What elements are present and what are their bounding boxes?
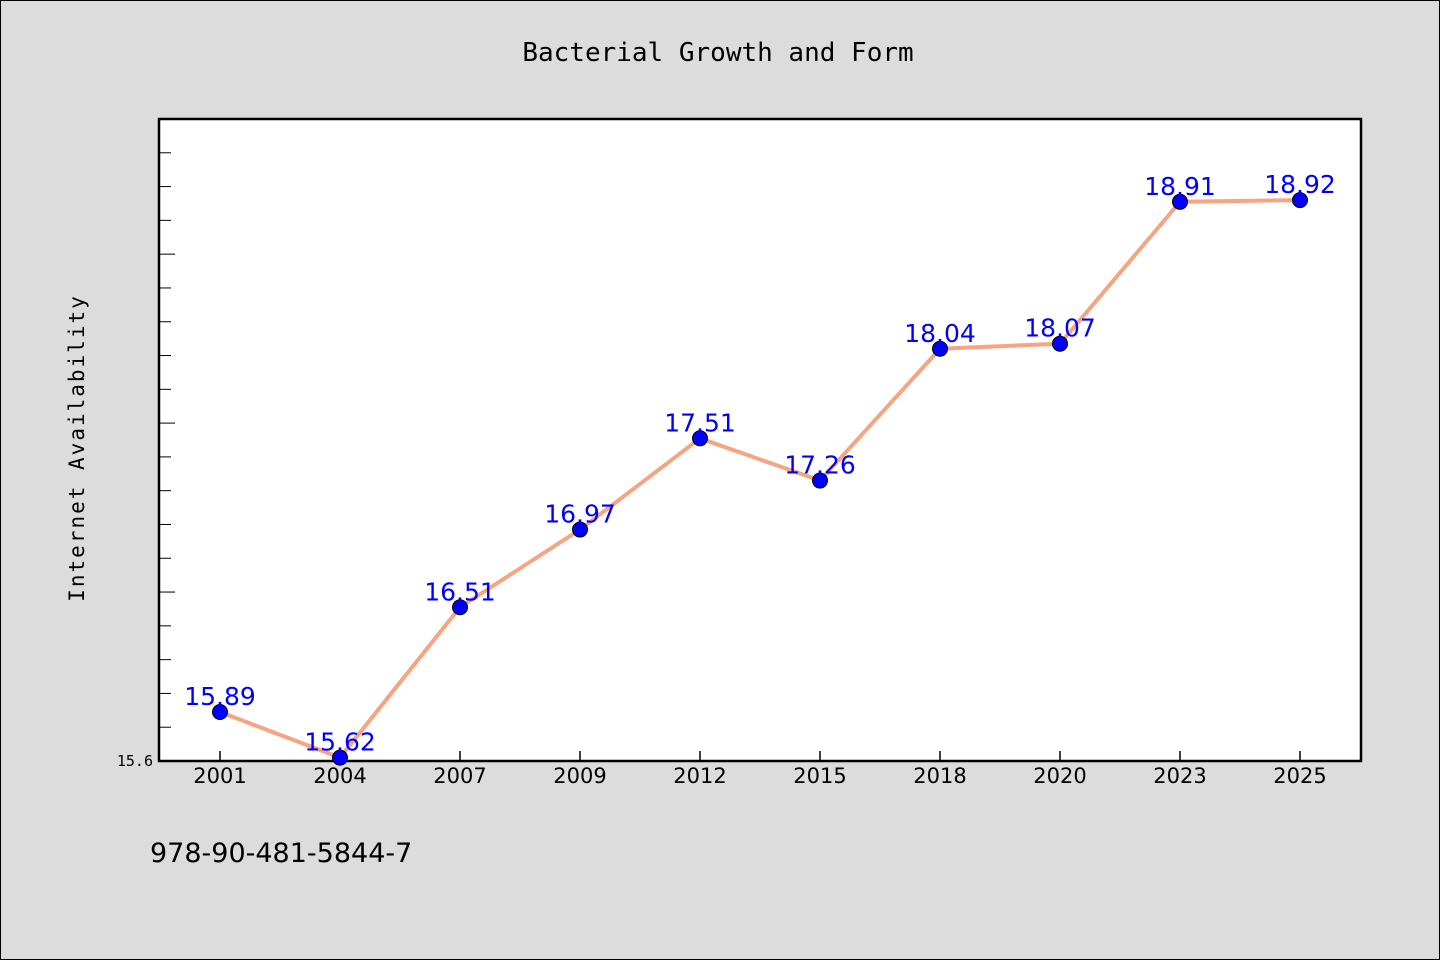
x-tick-label: 2018 (913, 764, 966, 788)
data-label: 18.92 (1264, 170, 1336, 199)
x-tick-label: 2004 (313, 764, 366, 788)
plot-area (157, 117, 1363, 763)
y-axis-ticks (159, 118, 175, 762)
data-labels: 15.89 15.62 16.51 16.97 17.51 17.26 18.04 18.07… (184, 170, 1336, 757)
chart-title: Bacterial Growth and Form (522, 38, 913, 68)
data-point (1052, 335, 1068, 352)
data-label: 17.26 (784, 451, 856, 480)
data-point (1172, 193, 1188, 210)
x-tick-label: 2020 (1033, 764, 1086, 788)
data-point (1292, 192, 1308, 209)
y-axis-label: Internet Availability (65, 294, 89, 602)
x-axis-ticks: 2001 2004 2007 2009 2012 2015 2018 2020 2023 2025 (193, 751, 1327, 788)
data-label: 16.51 (424, 577, 496, 606)
data-markers (212, 192, 1308, 766)
y-axis-tick-labels: 15.6 (117, 752, 153, 770)
x-tick-label: 2007 (433, 764, 486, 788)
data-label: 18.04 (904, 319, 976, 348)
data-point (452, 599, 468, 616)
series-lines (219, 198, 1301, 760)
y-tick-label: 15.6 (117, 752, 153, 770)
series-line (219, 198, 1301, 760)
data-label: 18.07 (1024, 314, 1096, 343)
footer-text: 978-90-481-5844-7 (150, 838, 412, 869)
data-label: 16.97 (544, 500, 616, 529)
x-tick-label: 2025 (1273, 764, 1326, 788)
data-point (812, 472, 828, 489)
data-label: 17.51 (664, 408, 736, 437)
x-tick-label: 2001 (193, 764, 246, 788)
data-label: 15.62 (304, 728, 376, 757)
data-point (332, 749, 348, 766)
data-point (572, 521, 588, 538)
data-label: 15.89 (184, 682, 256, 711)
x-tick-label: 2015 (793, 764, 846, 788)
data-point (932, 340, 948, 357)
data-label: 18.91 (1144, 172, 1216, 201)
x-tick-label: 2009 (553, 764, 606, 788)
data-point (212, 704, 228, 721)
x-tick-label: 2023 (1153, 764, 1206, 788)
data-point (692, 430, 708, 447)
x-tick-label: 2012 (673, 764, 726, 788)
